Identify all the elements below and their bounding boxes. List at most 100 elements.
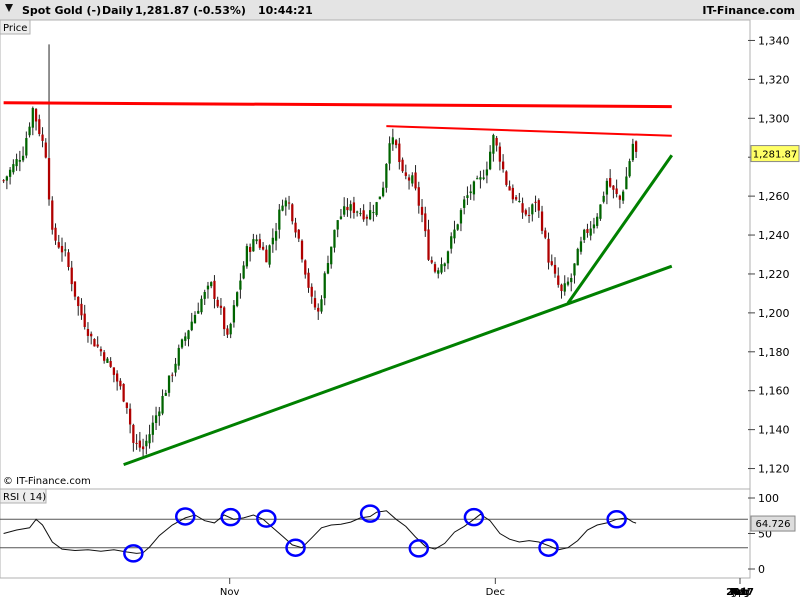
candle-body (443, 263, 446, 267)
watermark: © IT-Finance.com (3, 476, 91, 487)
candle-body (12, 164, 15, 173)
rsi-extreme-circle (359, 504, 381, 523)
candle-body (566, 281, 570, 285)
candle-body (398, 143, 401, 163)
candle-body (47, 158, 51, 200)
candle-body (589, 228, 592, 236)
price-panel-label: Price (3, 23, 27, 34)
candle-body (77, 296, 80, 307)
candle-body (466, 195, 469, 199)
candle-body (239, 280, 242, 290)
candle-body (411, 175, 414, 184)
candle-body (31, 108, 34, 128)
candle-body (206, 285, 210, 290)
candle-body (391, 137, 394, 145)
candle-body (317, 307, 320, 312)
candle-body (631, 143, 634, 161)
candle-body (193, 314, 197, 324)
candle-body (527, 214, 531, 216)
candle-body (287, 202, 291, 204)
rsi-tick-label: 100 (758, 492, 779, 505)
candle-body (125, 402, 129, 408)
candle-body (352, 202, 356, 213)
candle-body (544, 230, 547, 238)
candle-body (210, 282, 213, 287)
quote-label: 1,281.87 (-0.53%) (135, 4, 246, 17)
candle-body (446, 251, 450, 264)
time-tick-label: Nov (220, 587, 240, 598)
candle-body (271, 237, 274, 245)
candle-body (372, 212, 375, 214)
candle-body (8, 169, 12, 177)
candle-body (184, 336, 187, 341)
rsi-extreme-circle (538, 538, 559, 557)
price-tick-label: 1,160 (758, 385, 790, 398)
candle-body (174, 363, 177, 373)
candle-body (51, 200, 54, 230)
candle-body (592, 224, 596, 229)
candle-body (60, 245, 64, 253)
resistance-trendline (386, 125, 672, 137)
candle-body (472, 181, 476, 195)
candle-body (138, 440, 141, 448)
candle-body (18, 160, 21, 162)
rsi-extreme-circle (123, 544, 144, 563)
price-tick-label: 1,120 (758, 463, 790, 476)
candle-body (161, 395, 164, 414)
candle-body (479, 177, 482, 180)
candle-body (226, 328, 229, 335)
candle-body (430, 260, 433, 263)
candle-body (511, 187, 514, 200)
time-tick-label: Jun (731, 587, 748, 598)
rsi-extreme-circle (256, 509, 277, 528)
candle-body (407, 177, 411, 181)
candle-body (476, 178, 479, 180)
candle-body (21, 155, 25, 161)
candle-body (180, 339, 184, 348)
candle-body (258, 239, 261, 248)
price-tick-label: 1,300 (758, 112, 790, 125)
price-tick-label: 1,340 (758, 34, 790, 47)
candle-body (489, 151, 492, 170)
candle-body (524, 210, 527, 215)
candle-body (343, 206, 346, 215)
candle-body (427, 229, 430, 260)
candle-body (300, 240, 304, 260)
rsi-extreme-circle (606, 510, 627, 529)
candle-body (501, 161, 505, 170)
candle-body (563, 283, 566, 292)
candle-body (576, 248, 579, 266)
candle-body (54, 227, 57, 241)
candle-body (190, 321, 193, 331)
candle-body (112, 367, 116, 375)
support-trendline (123, 264, 673, 467)
candle-body (615, 188, 618, 195)
instrument-name: Spot Gold (-) (22, 4, 101, 17)
candle-body (164, 392, 167, 396)
candle-body (2, 180, 5, 182)
candle-body (557, 275, 560, 285)
candle-body (268, 245, 271, 265)
candle-body (599, 204, 602, 219)
candle-body (349, 204, 352, 211)
candle-body (297, 229, 300, 239)
time-label: 10:44:21 (258, 4, 313, 17)
candle-body (550, 261, 553, 265)
candle-body (359, 213, 362, 215)
dropdown-icon[interactable] (5, 4, 13, 12)
candle-body (187, 330, 190, 340)
candle-body (28, 126, 31, 136)
candle-body (375, 202, 378, 215)
candle-body (57, 242, 60, 248)
time-tick-label: Jul (733, 587, 746, 598)
candle-body (404, 172, 407, 176)
candle-body (618, 195, 622, 200)
candle-body (417, 187, 420, 206)
candle-body (151, 422, 154, 435)
candle-body (73, 281, 77, 297)
candle-body (284, 200, 287, 207)
candle-body (583, 229, 586, 240)
